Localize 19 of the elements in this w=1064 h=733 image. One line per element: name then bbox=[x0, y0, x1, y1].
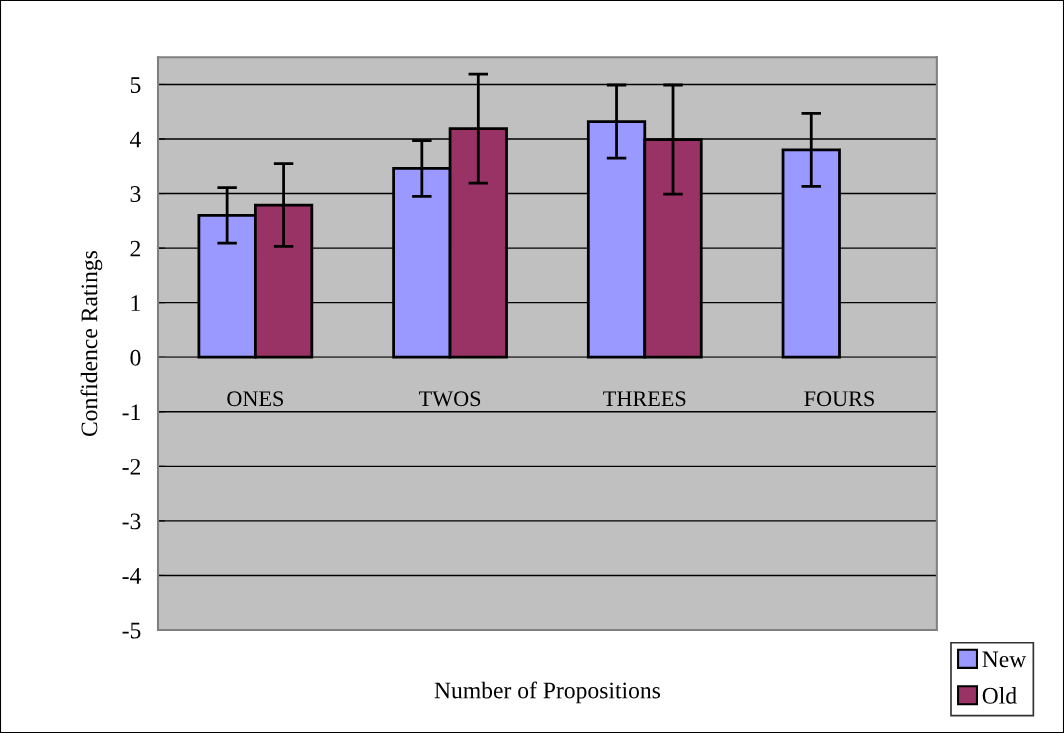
y-tick-label: 3 bbox=[130, 186, 141, 202]
y-tick-label: -1 bbox=[122, 404, 140, 420]
legend-label: Old bbox=[982, 687, 1017, 704]
y-tick-label: -3 bbox=[122, 513, 141, 530]
y-tick-label: 0 bbox=[130, 349, 141, 366]
y-tick-label: 1 bbox=[131, 295, 140, 311]
x-tick-label: ONES bbox=[227, 391, 283, 407]
y-axis-title: Confidence Ratings bbox=[80, 251, 103, 437]
y-tick-label: 2 bbox=[130, 240, 141, 257]
y-tick-label: -4 bbox=[122, 568, 141, 584]
x-tick-label: THREES bbox=[603, 391, 686, 407]
x-tick-label: FOURS bbox=[804, 391, 874, 407]
y-tick-label: 4 bbox=[129, 131, 141, 148]
legend-label: New bbox=[982, 651, 1027, 668]
y-tick-label: 5 bbox=[130, 77, 141, 93]
y-tick-label: -5 bbox=[122, 622, 141, 639]
y-tick-label: -2 bbox=[122, 458, 141, 475]
x-tick-label: TWOS bbox=[419, 391, 481, 407]
x-axis-title: Number of Propositions bbox=[434, 681, 661, 704]
